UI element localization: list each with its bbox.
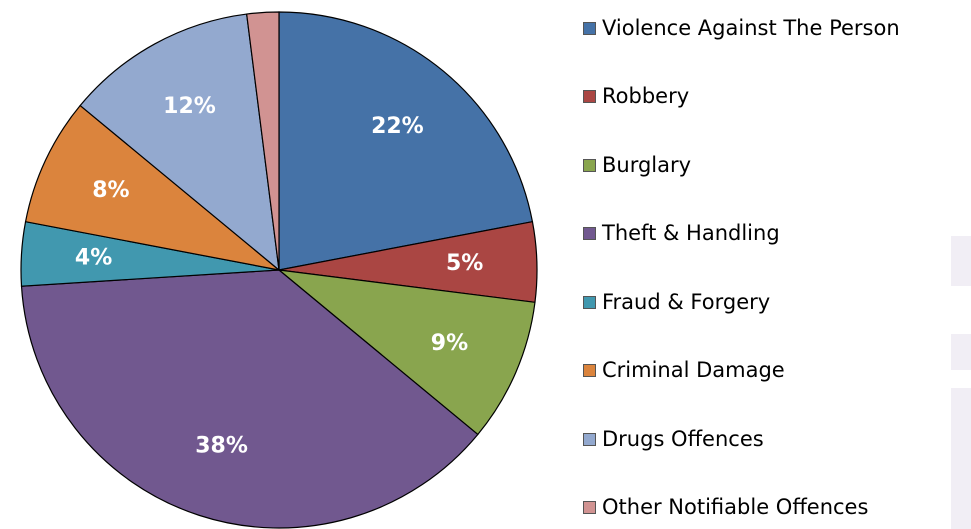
legend-swatch [583, 295, 596, 309]
data-label-5: 4% [75, 245, 112, 270]
legend-item: Violence Against The Person [583, 15, 900, 41]
data-label-3: 9% [431, 331, 468, 356]
legend-label: Burglary [602, 153, 692, 177]
legend-label: Theft & Handling [602, 221, 780, 245]
pie-data-labels: 22% 5% 9% 38% 4% 8% 12% [75, 94, 483, 458]
pie-slice-7 [79, 13, 280, 272]
data-label-7: 12% [163, 94, 216, 119]
background-panel [951, 334, 971, 370]
legend-item: Fraud & Forgery [583, 289, 770, 315]
data-label-4: 38% [195, 434, 248, 459]
legend-swatch [583, 89, 596, 103]
pie-slice-8 [245, 11, 280, 271]
legend-swatch [583, 158, 596, 172]
legend-item: Theft & Handling [583, 220, 780, 246]
data-label-2: 5% [446, 251, 483, 276]
legend-swatch [583, 21, 596, 35]
legend-item: Other Notifiable Offences [583, 494, 868, 520]
legend-label: Other Notifiable Offences [602, 495, 869, 519]
legend-swatch [583, 500, 596, 514]
legend-swatch [583, 226, 596, 240]
pie-slice-4 [20, 269, 479, 529]
legend-swatch [583, 432, 596, 446]
legend-swatch [583, 363, 596, 377]
legend-label: Robbery [602, 84, 690, 108]
pie-chart: 22% 5% 9% 38% 4% 8% 12% [20, 11, 538, 529]
data-label-6: 8% [92, 178, 129, 203]
background-panel [951, 388, 971, 529]
pie-slices [20, 11, 538, 529]
data-label-1: 22% [371, 114, 424, 139]
legend-item: Burglary [583, 152, 691, 178]
pie-slice-3 [277, 269, 536, 436]
legend-item: Robbery [583, 83, 689, 109]
background-panel [951, 236, 971, 286]
legend-label: Fraud & Forgery [602, 290, 771, 314]
legend-label: Violence Against The Person [602, 16, 900, 40]
pie-slice-1 [278, 11, 534, 271]
legend-item: Drugs Offences [583, 426, 764, 452]
pie-slice-6 [24, 104, 280, 271]
legend-label: Criminal Damage [602, 358, 785, 382]
legend-item: Criminal Damage [583, 357, 785, 383]
legend-label: Drugs Offences [602, 427, 764, 451]
